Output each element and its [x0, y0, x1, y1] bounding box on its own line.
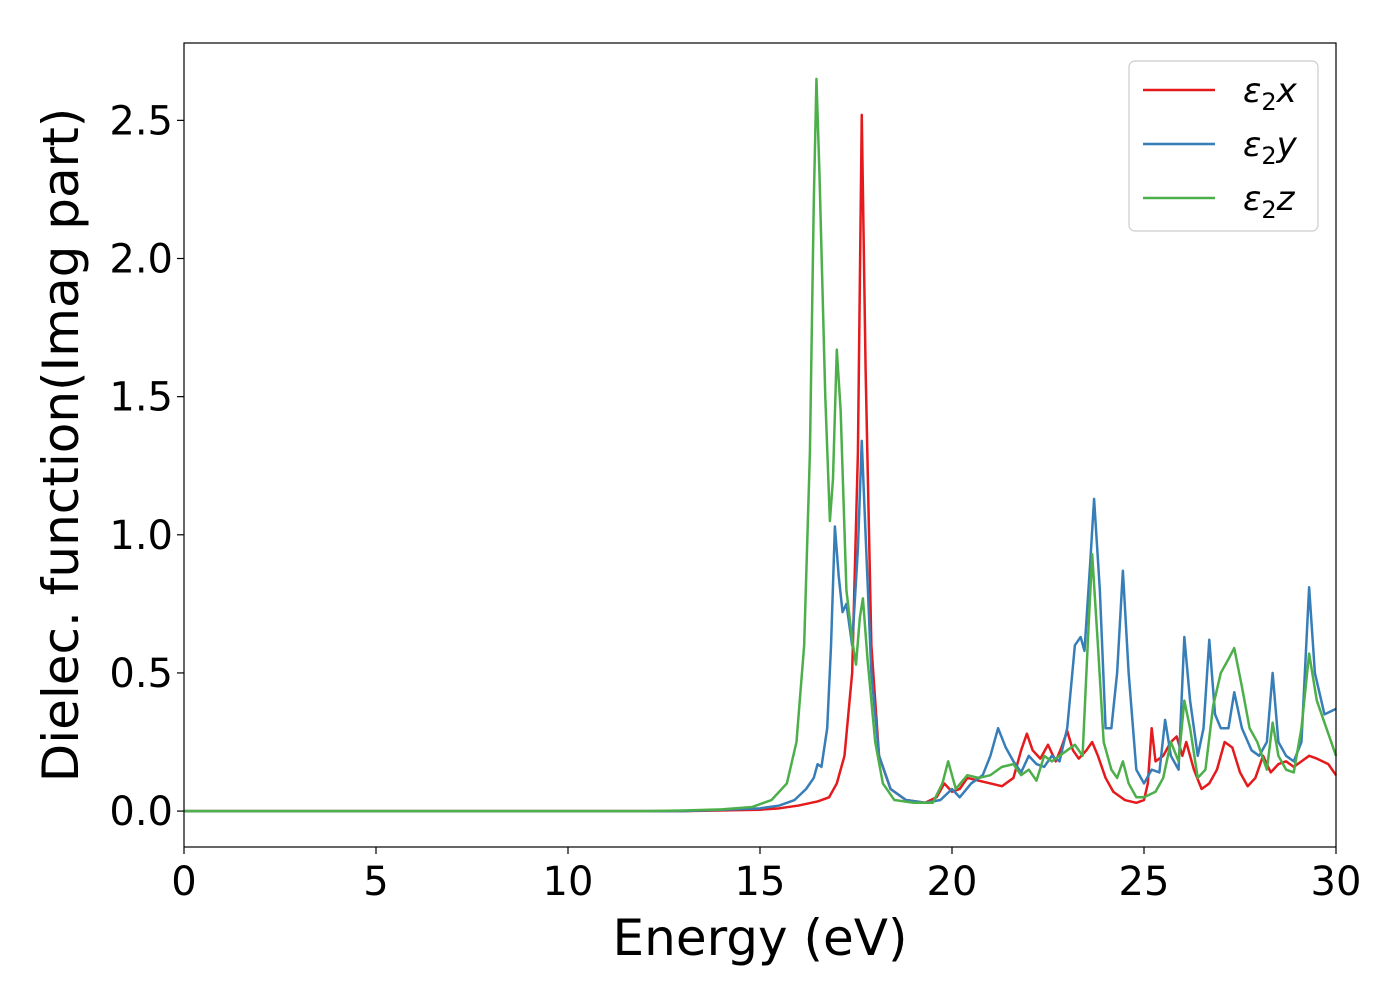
y-tick-label: 1.5 — [109, 375, 173, 421]
legend-box — [1128, 60, 1319, 232]
legend: ε2x ε2y ε2z — [1128, 60, 1319, 232]
y-tick-label: 2.0 — [109, 237, 173, 283]
y-tick-label: 0.0 — [109, 789, 173, 835]
x-tick-label: 25 — [1119, 859, 1170, 905]
series-line-y — [184, 439, 1337, 813]
x-axis-label: Energy (eV) — [613, 909, 908, 967]
legend-label-z: ε2z — [1243, 179, 1296, 224]
x-tick-label: 30 — [1311, 859, 1362, 905]
series-line-z — [184, 77, 1338, 813]
x-tick-label: 15 — [735, 859, 786, 905]
legend-label-x: ε2x — [1243, 71, 1298, 116]
y-tick-label: 1.0 — [109, 513, 173, 559]
y-axis-label: Dielec. function(Imag part) — [32, 108, 90, 783]
x-tick-label: 5 — [363, 859, 388, 905]
x-tick-label: 0 — [171, 859, 196, 905]
x-tick-label: 10 — [543, 859, 594, 905]
y-axis-ticks: 0.0 0.5 1.0 1.5 2.0 2.5 — [109, 98, 184, 835]
x-tick-label: 20 — [927, 859, 978, 905]
series-layer — [184, 77, 1338, 813]
y-tick-label: 2.5 — [109, 98, 173, 144]
y-tick-label: 0.5 — [109, 651, 173, 697]
legend-entries: ε2x ε2y ε2z — [1143, 71, 1298, 224]
series-line-x — [184, 113, 1338, 813]
x-axis-ticks: 0 5 10 15 20 25 30 — [171, 847, 1361, 905]
legend-label-y: ε2y — [1243, 125, 1298, 170]
